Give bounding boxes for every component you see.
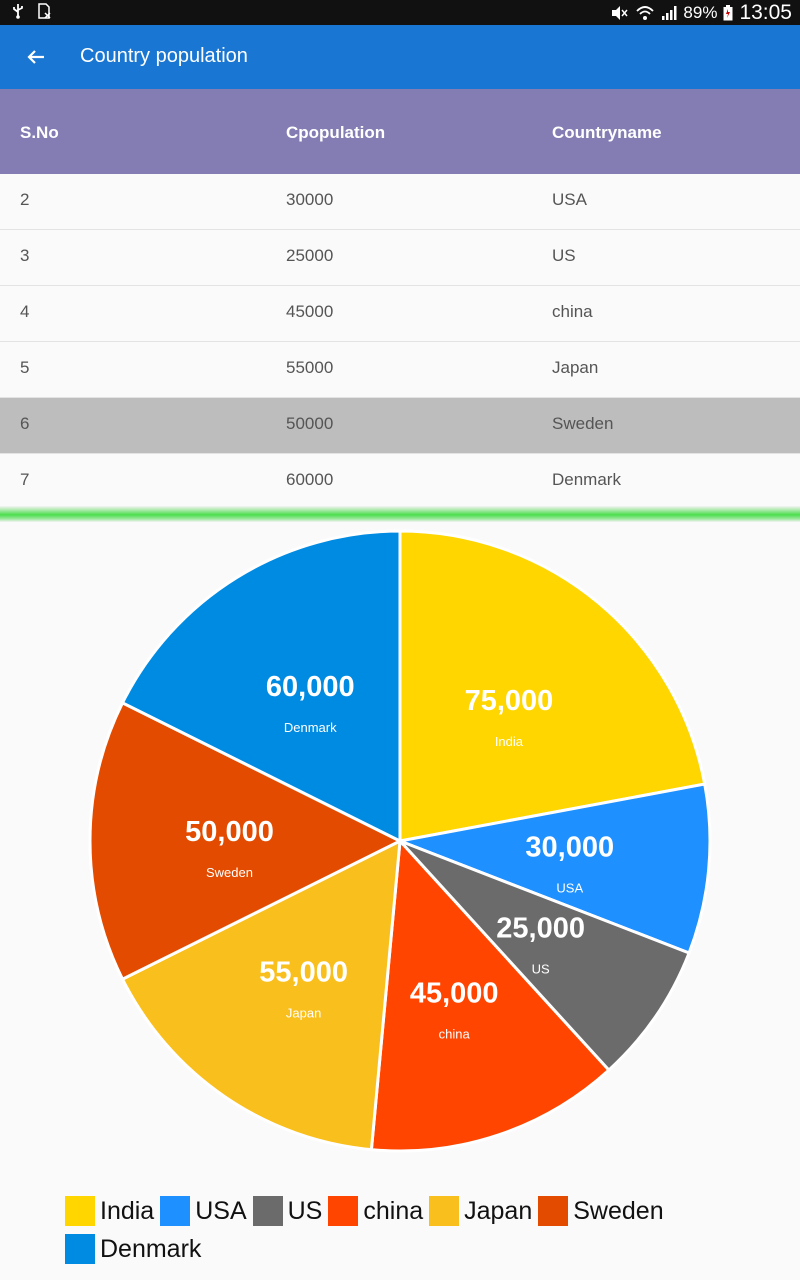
header-cpopulation: Cpopulation — [286, 123, 386, 142]
table-header: S.No Cpopulation Countryname — [0, 89, 800, 174]
legend-item: India — [65, 1196, 154, 1226]
legend-swatch — [429, 1196, 460, 1226]
slice-category-label: Denmark — [284, 720, 337, 735]
app-bar: Country population — [0, 25, 800, 89]
slice-category-label: china — [439, 1027, 471, 1042]
signal-icon — [662, 6, 677, 20]
legend-swatch — [328, 1196, 359, 1226]
cell-population: 55000 — [286, 358, 334, 377]
slice-category-label: India — [495, 734, 524, 749]
usb-icon — [13, 4, 23, 19]
cell-country: US — [552, 246, 576, 265]
legend-label: Japan — [464, 1196, 533, 1225]
cell-country: Japan — [552, 358, 599, 377]
legend-swatch — [65, 1196, 95, 1226]
chart-legend: India USA US china Japan Sweden Denmark — [65, 1196, 705, 1264]
cell-population: 25000 — [286, 246, 334, 265]
legend-swatch — [252, 1196, 283, 1226]
cell-sno: 7 — [20, 470, 30, 489]
slice-category-label: Sweden — [206, 865, 253, 880]
legend-label: china — [363, 1196, 424, 1225]
back-button[interactable] — [22, 43, 50, 71]
cell-sno: 4 — [20, 302, 30, 321]
legend-item: Japan — [429, 1196, 532, 1226]
pie-slice-US[interactable] — [398, 839, 692, 1073]
cell-sno: 2 — [20, 190, 30, 209]
legend-label: India — [100, 1196, 155, 1225]
slice-value-label: 55,000 — [259, 957, 348, 989]
cell-sno: 6 — [20, 414, 30, 433]
legend-swatch — [65, 1234, 95, 1264]
slice-value-label: 60,000 — [266, 671, 355, 703]
slice-value-label: 45,000 — [410, 978, 499, 1010]
legend-label: USA — [195, 1196, 247, 1225]
page-title: Country population — [80, 45, 248, 67]
battery-percent: 89% — [683, 3, 718, 22]
legend-item: china — [328, 1196, 423, 1226]
pie-slice-Denmark[interactable] — [120, 529, 402, 844]
table-row[interactable]: 5 55000 Japan — [0, 342, 800, 398]
mute-icon — [612, 6, 628, 20]
table-row[interactable]: 6 50000 Sweden — [0, 398, 800, 454]
battery-icon — [723, 5, 733, 21]
table-row[interactable]: 3 25000 US — [0, 230, 800, 286]
slice-value-label: 30,000 — [525, 832, 614, 864]
legend-label: US — [287, 1196, 323, 1225]
legend-item: Sweden — [538, 1196, 664, 1226]
slice-value-label: 25,000 — [496, 912, 585, 944]
status-bar: 89% 13:05 — [0, 0, 800, 25]
cell-population: 45000 — [286, 302, 334, 321]
arrow-back-icon — [27, 50, 44, 64]
pie-slice-china[interactable] — [369, 837, 611, 1153]
slice-category-label: US — [532, 961, 550, 976]
legend-swatch — [538, 1196, 569, 1226]
slice-value-label: 50,000 — [185, 816, 274, 848]
slice-category-label: USA — [556, 881, 583, 896]
scroll-edge-glow — [0, 506, 800, 522]
legend-label: Denmark — [100, 1234, 202, 1263]
population-pie-chart: 75,000 India 30,000 USA 25,000 US 45,000 china 5… — [88, 529, 712, 1153]
pie-slice-USA[interactable] — [394, 782, 712, 955]
table-row[interactable]: 2 30000 USA — [0, 174, 800, 230]
clock: 13:05 — [739, 1, 792, 24]
legend-item: US — [252, 1196, 323, 1226]
pie-slice-India[interactable] — [398, 529, 707, 843]
table-row[interactable]: 4 45000 china — [0, 286, 800, 342]
pie-slice-Sweden[interactable] — [88, 700, 404, 982]
legend-item: Denmark — [65, 1234, 201, 1264]
pie-slice-Japan[interactable] — [120, 838, 402, 1152]
cell-population: 50000 — [286, 414, 334, 433]
legend-item: USA — [160, 1196, 247, 1226]
cell-country: Sweden — [552, 414, 614, 433]
legend-swatch — [160, 1196, 191, 1226]
header-sno: S.No — [20, 123, 59, 142]
header-countryname: Countryname — [552, 123, 662, 142]
sim-error-icon — [38, 3, 51, 19]
cell-sno: 5 — [20, 358, 30, 377]
cell-population: 60000 — [286, 470, 334, 489]
slice-category-label: Japan — [286, 1006, 321, 1021]
cell-country: USA — [552, 190, 587, 209]
cell-population: 30000 — [286, 190, 334, 209]
table-row[interactable]: 7 60000 Denmark — [0, 454, 800, 510]
cell-country: china — [552, 302, 593, 321]
cell-country: Denmark — [552, 470, 621, 489]
population-table: S.No Cpopulation Countryname 2 30000 USA… — [0, 89, 800, 510]
slice-value-label: 75,000 — [465, 685, 554, 717]
cell-sno: 3 — [20, 246, 30, 265]
wifi-icon — [636, 6, 655, 20]
legend-label: Sweden — [573, 1196, 664, 1225]
